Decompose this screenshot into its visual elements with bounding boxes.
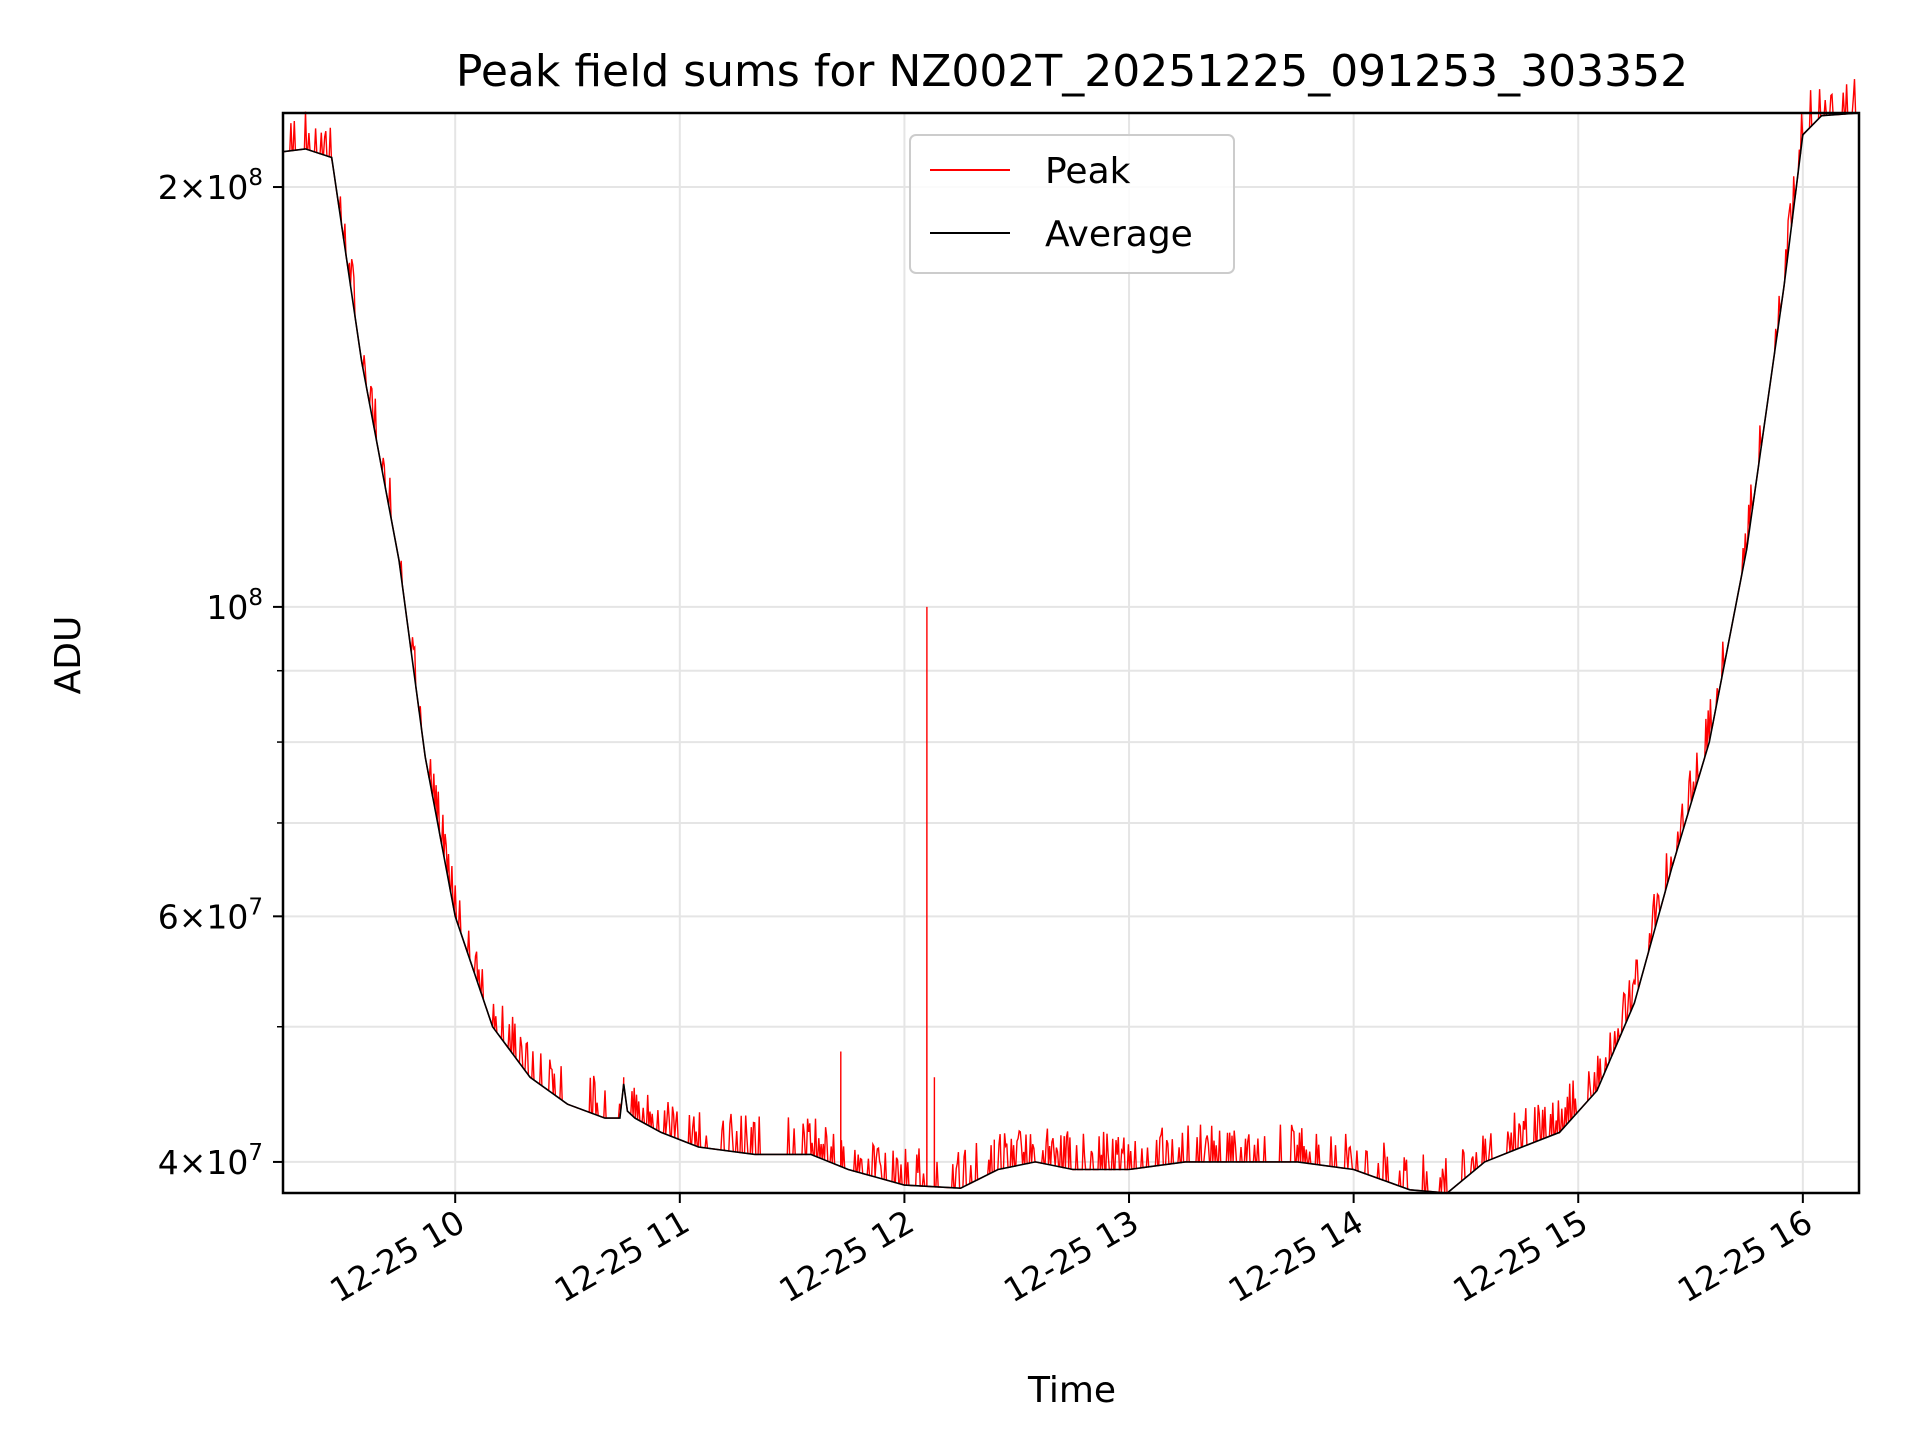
plot-frame — [281, 111, 1861, 1195]
y-axis-label: ADU — [48, 616, 89, 695]
legend-label-peak: Peak — [1045, 151, 1131, 192]
legend-label-average: Average — [1045, 214, 1193, 255]
y-tick-label: 108 — [206, 585, 263, 627]
chart-title: Peak field sums for NZ002T_20251225_0912… — [456, 46, 1688, 97]
y-tick-label: 2×108 — [158, 165, 263, 207]
x-axis-label: Time — [1027, 1370, 1116, 1411]
series-line-average — [282, 112, 1860, 1194]
legend: Peak Average — [909, 134, 1235, 274]
y-tick-label: 4×107 — [158, 1140, 263, 1182]
y-tick-label: 6×107 — [158, 894, 263, 936]
series-layer — [282, 79, 1860, 1195]
